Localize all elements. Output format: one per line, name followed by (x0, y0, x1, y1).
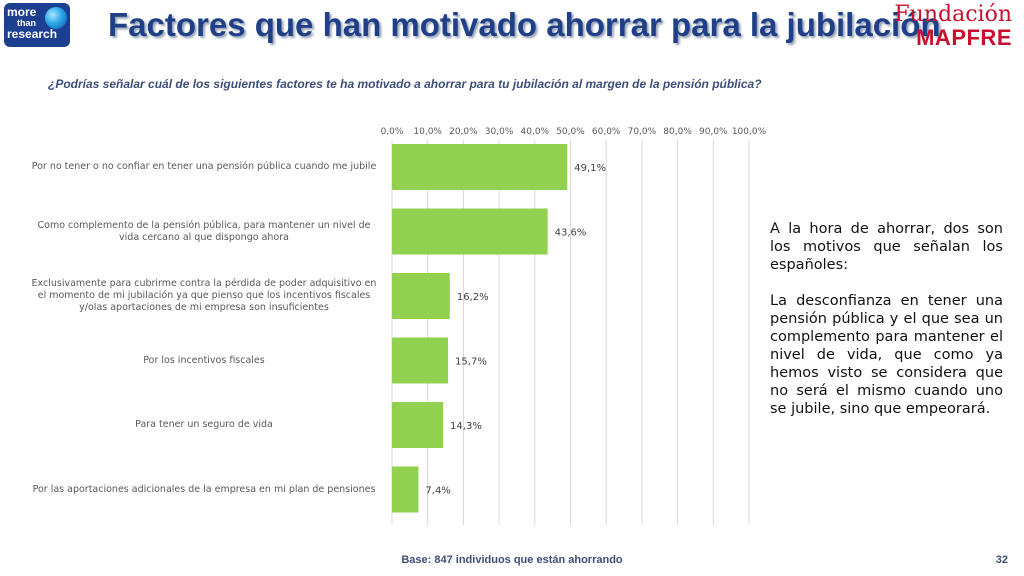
brand-line-2: MAPFRE (916, 25, 1012, 50)
data-label: 14,3% (450, 421, 482, 432)
data-label: 15,7% (455, 357, 487, 368)
category-label-line: Como complemento de la pensión pública, … (37, 219, 371, 231)
bar (392, 208, 548, 255)
commentary: A la hora de ahorrar, dos son los motivo… (770, 220, 1003, 436)
category-label: Por los incentivos fiscales (24, 355, 384, 367)
x-tick-label: 40,0% (521, 127, 550, 137)
category-label-line: Para tener un seguro de vida (135, 419, 273, 430)
bar (392, 273, 450, 319)
survey-question: ¿Podrías señalar cuál de los siguientes … (48, 77, 762, 91)
x-tick-label: 80,0% (663, 127, 692, 137)
category-label-line: Por las aportaciones adicionales de la e… (32, 483, 376, 495)
category-label-line: y/olas aportaciones de mi empresa son in… (79, 302, 329, 313)
x-tick-label: 70,0% (628, 127, 657, 137)
x-tick-label: 20,0% (449, 127, 478, 137)
base-note: Base: 847 individuos que están ahorrando (401, 554, 623, 566)
data-label: 7,4% (425, 486, 450, 497)
category-label-line: Por no tener o no confiar en tener una p… (31, 161, 377, 172)
logo-line-1: more (7, 5, 37, 19)
brand-line-1: Fundación (894, 2, 1012, 27)
data-label: 16,2% (457, 292, 489, 303)
category-label: Exclusivamente para cubrirme contra la p… (24, 278, 384, 314)
commentary-paragraph-2: La desconfianza en tener una pensión púb… (770, 293, 1003, 417)
category-label-line: Exclusivamente para cubrirme contra la p… (31, 278, 377, 289)
bar (392, 144, 568, 190)
commentary-paragraph-1: A la hora de ahorrar, dos son los motivo… (770, 221, 1003, 273)
bar (392, 402, 444, 448)
page-number: 32 (995, 554, 1008, 566)
globe-icon (45, 7, 67, 29)
x-tick-label: 90,0% (699, 127, 728, 137)
category-label: Para tener un seguro de vida (24, 419, 384, 431)
x-tick-label: 60,0% (592, 127, 621, 137)
bar-chart: 0,0% 10,0% 20,0% 30,0% 40,0% 50,0% 60,0% 70,0% 8… (381, 127, 767, 525)
category-label-line: vida cercano al que dispongo ahora (119, 231, 289, 243)
logo-text: more than research (7, 5, 58, 41)
bar (392, 466, 419, 513)
logo-line-3: research (7, 27, 58, 41)
more-than-research-logo: more than research (4, 3, 70, 47)
x-tick-label: 30,0% (485, 127, 514, 137)
data-label: 43,6% (555, 228, 587, 239)
data-label: 49,1% (574, 163, 606, 174)
x-tick-label: 50,0% (556, 127, 585, 137)
category-label: Como complemento de la pensión pública, … (24, 220, 384, 244)
category-label-line: el momento de mi jubilación ya que piens… (37, 290, 371, 301)
fundacion-mapfre-logo: Fundación MAPFRE (894, 3, 1012, 49)
page-title: Factores que han motivado ahorrar para l… (108, 6, 941, 43)
bar (392, 337, 449, 384)
category-label-line: Por los incentivos fiscales (143, 354, 265, 366)
logo-line-2: than (17, 18, 36, 28)
category-label: Por las aportaciones adicionales de la e… (24, 484, 384, 496)
category-label: Por no tener o no confiar en tener una p… (24, 161, 384, 173)
x-tick-label: 100,0% (732, 127, 767, 137)
x-tick-label: 10,0% (413, 127, 442, 137)
x-tick-label: 0,0% (381, 127, 404, 137)
